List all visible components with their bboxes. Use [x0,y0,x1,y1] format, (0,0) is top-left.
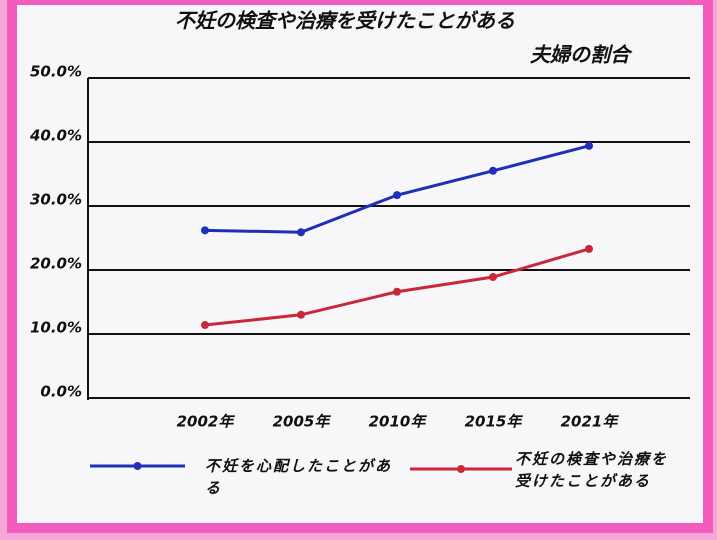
legend-label: 不妊を心配したことがある [205,455,405,499]
data-point [585,245,593,253]
y-tick-label: 30.0% [30,191,82,209]
x-tick-label: 2005年 [273,413,332,431]
legend-label: 不妊の検査や治療を受けたことがある [515,448,680,492]
data-point [297,228,305,236]
x-tick-label: 2010年 [369,413,428,431]
y-tick-label: 20.0% [30,255,82,273]
data-point [393,191,401,199]
y-tick-label: 10.0% [30,319,82,337]
data-point [489,273,497,281]
legend-marker [457,465,465,473]
data-point [393,288,401,296]
y-tick-label: 0.0% [40,383,82,401]
y-tick-label: 50.0% [30,63,82,81]
x-tick-label: 2002年 [177,413,236,431]
page: 不妊の検査や治療を受けたことがある 夫婦の割合 0.0% 10.0% 20.0% 30… [0,0,717,540]
data-point [297,311,305,319]
x-tick-label: 2021年 [561,413,620,431]
y-tick-label: 40.0% [29,127,82,145]
chart-title: 不妊の検査や治療を受けたことがある [175,9,515,33]
data-point [201,226,209,234]
chart-subtitle: 夫婦の割合 [530,43,633,67]
legend-marker [134,462,142,470]
data-point [585,142,593,150]
data-point [201,321,209,329]
x-tick-label: 2015年 [465,413,524,431]
data-point [489,167,497,175]
